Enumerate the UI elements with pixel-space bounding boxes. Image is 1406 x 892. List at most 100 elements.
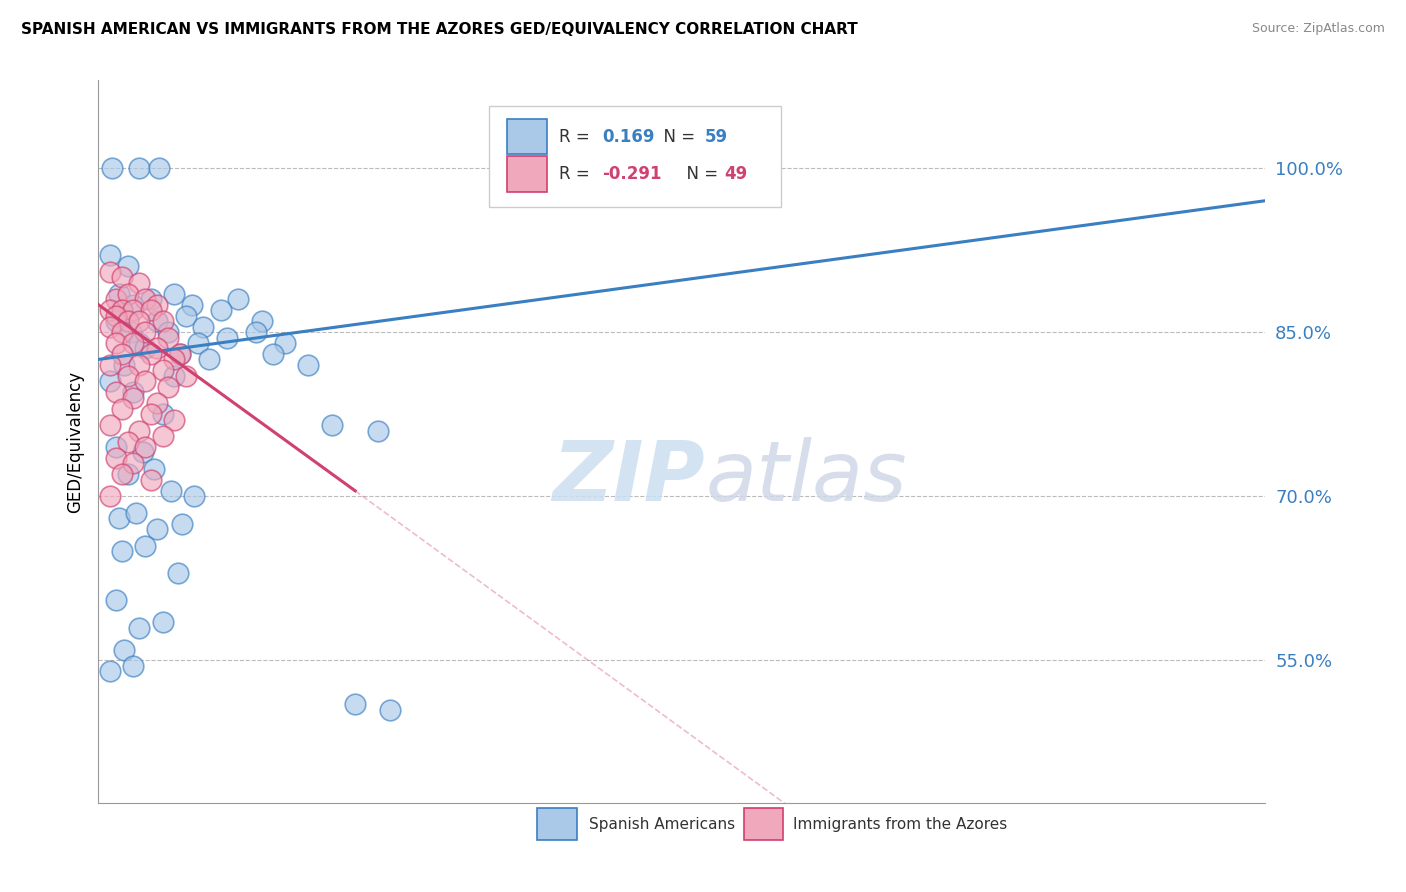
FancyBboxPatch shape bbox=[537, 808, 576, 840]
Point bbox=[139, 347, 162, 361]
Point bbox=[163, 368, 186, 383]
Point bbox=[98, 489, 121, 503]
Point bbox=[111, 270, 134, 285]
Text: SPANISH AMERICAN VS IMMIGRANTS FROM THE AZORES GED/EQUIVALENCY CORRELATION CHART: SPANISH AMERICAN VS IMMIGRANTS FROM THE … bbox=[21, 22, 858, 37]
Point bbox=[297, 358, 319, 372]
Point bbox=[122, 385, 145, 400]
Point bbox=[134, 325, 156, 339]
Point bbox=[98, 358, 121, 372]
Point bbox=[98, 265, 121, 279]
Point bbox=[111, 303, 134, 318]
Point bbox=[139, 292, 162, 306]
Point bbox=[183, 489, 205, 503]
Point bbox=[367, 424, 389, 438]
Point bbox=[128, 358, 150, 372]
Point bbox=[193, 319, 215, 334]
Text: 49: 49 bbox=[724, 165, 747, 183]
Point bbox=[152, 407, 174, 421]
Point bbox=[134, 342, 156, 356]
Point bbox=[262, 347, 284, 361]
FancyBboxPatch shape bbox=[489, 105, 782, 207]
Text: Immigrants from the Azores: Immigrants from the Azores bbox=[793, 817, 1007, 832]
Point bbox=[209, 303, 232, 318]
Text: N =: N = bbox=[676, 165, 724, 183]
Point bbox=[104, 336, 127, 351]
Point bbox=[117, 467, 139, 482]
Text: ZIP: ZIP bbox=[553, 437, 706, 518]
Point bbox=[128, 276, 150, 290]
Point bbox=[122, 391, 145, 405]
FancyBboxPatch shape bbox=[508, 119, 547, 154]
Point bbox=[215, 330, 238, 344]
Point bbox=[166, 566, 188, 580]
Point bbox=[111, 303, 134, 318]
Text: R =: R = bbox=[560, 165, 595, 183]
Point bbox=[134, 539, 156, 553]
Point bbox=[111, 401, 134, 416]
Point bbox=[380, 703, 402, 717]
Point bbox=[98, 375, 121, 389]
Point bbox=[180, 298, 202, 312]
Point bbox=[104, 309, 127, 323]
Text: -0.291: -0.291 bbox=[603, 165, 662, 183]
Point bbox=[111, 325, 134, 339]
Point bbox=[108, 286, 131, 301]
Point bbox=[111, 467, 134, 482]
Point bbox=[117, 368, 139, 383]
Point bbox=[120, 325, 142, 339]
Point bbox=[174, 368, 197, 383]
Point bbox=[122, 303, 145, 318]
Point bbox=[139, 407, 162, 421]
Text: 59: 59 bbox=[706, 128, 728, 145]
Point bbox=[128, 621, 150, 635]
Point bbox=[157, 330, 180, 344]
Text: 0.169: 0.169 bbox=[603, 128, 655, 145]
Point bbox=[125, 506, 148, 520]
Point bbox=[122, 457, 145, 471]
Y-axis label: GED/Equivalency: GED/Equivalency bbox=[66, 370, 84, 513]
Text: Spanish Americans: Spanish Americans bbox=[589, 817, 735, 832]
Point bbox=[101, 161, 124, 175]
Point bbox=[117, 434, 139, 449]
Point bbox=[98, 665, 121, 679]
Point bbox=[134, 375, 156, 389]
Point bbox=[152, 429, 174, 443]
Point bbox=[169, 347, 191, 361]
Point bbox=[132, 445, 155, 459]
Point bbox=[104, 292, 127, 306]
Point bbox=[163, 352, 186, 367]
Point bbox=[104, 450, 127, 465]
Point bbox=[163, 286, 186, 301]
FancyBboxPatch shape bbox=[744, 808, 783, 840]
Point bbox=[111, 347, 134, 361]
Point bbox=[117, 260, 139, 274]
Text: N =: N = bbox=[652, 128, 700, 145]
Point bbox=[274, 336, 297, 351]
Point bbox=[169, 347, 191, 361]
Point bbox=[128, 336, 150, 351]
FancyBboxPatch shape bbox=[508, 156, 547, 192]
Point bbox=[128, 161, 150, 175]
Point bbox=[112, 358, 135, 372]
Point bbox=[344, 698, 367, 712]
Point bbox=[104, 385, 127, 400]
Point bbox=[143, 462, 166, 476]
Point bbox=[122, 336, 145, 351]
Text: atlas: atlas bbox=[706, 437, 907, 518]
Point bbox=[152, 363, 174, 377]
Point bbox=[152, 314, 174, 328]
Point bbox=[98, 248, 121, 262]
Point bbox=[157, 380, 180, 394]
Point bbox=[98, 303, 121, 318]
Point bbox=[134, 292, 156, 306]
Point bbox=[104, 440, 127, 454]
Point bbox=[146, 342, 169, 356]
Point bbox=[159, 483, 181, 498]
Point bbox=[139, 303, 162, 318]
Point bbox=[117, 314, 139, 328]
Point bbox=[111, 544, 134, 558]
Point bbox=[104, 314, 127, 328]
Point bbox=[321, 418, 343, 433]
Point bbox=[250, 314, 273, 328]
Point bbox=[134, 440, 156, 454]
